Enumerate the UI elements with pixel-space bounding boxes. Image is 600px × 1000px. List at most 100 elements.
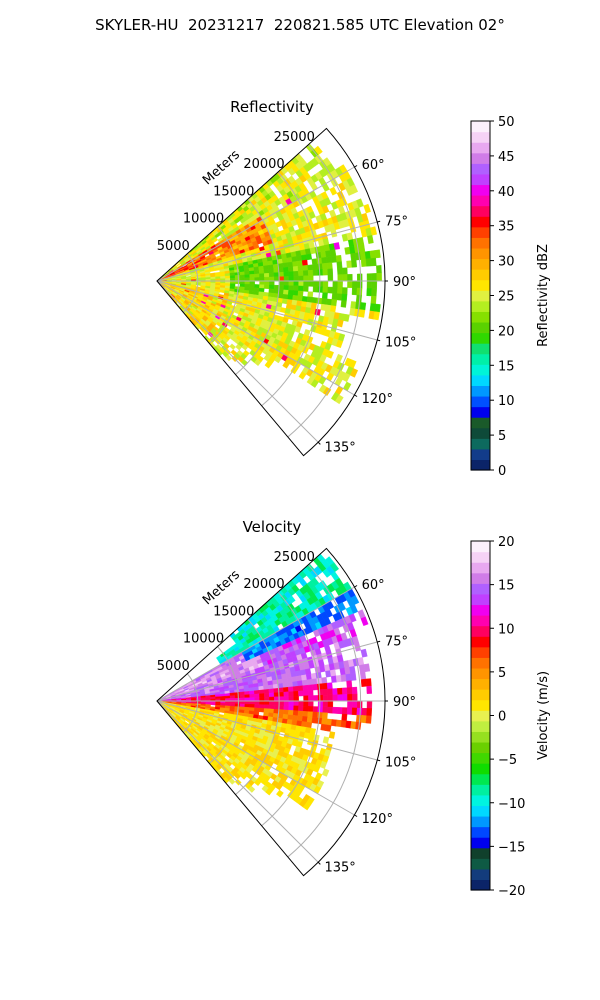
heatmap-cell <box>278 691 285 697</box>
colorbar-segment <box>471 773 490 785</box>
heatmap-cell <box>229 275 236 279</box>
heatmap-cell <box>298 371 307 380</box>
colorbar-tick-label: −20 <box>498 884 525 899</box>
heatmap-cell <box>269 696 275 702</box>
heatmap-cell <box>341 713 348 722</box>
heatmap-cell <box>326 350 334 359</box>
r-gridline <box>182 673 199 733</box>
colorbar-label: Reflectivity dBZ <box>536 244 551 347</box>
heatmap-cell <box>297 680 304 687</box>
heatmap-cell <box>249 277 255 282</box>
heatmap-cell <box>248 785 256 793</box>
colorbar-segment <box>471 364 490 376</box>
colorbar-segment <box>471 237 490 249</box>
heatmap-cell <box>273 700 280 706</box>
heatmap-cell <box>249 697 255 702</box>
r-axis-label: Meters <box>200 147 243 188</box>
heatmap-cell <box>234 272 241 276</box>
heatmap-cell <box>308 695 314 702</box>
heatmap-cell <box>336 293 343 301</box>
heatmap-cell <box>332 286 338 294</box>
heatmap-cell <box>282 682 289 688</box>
heatmap-cell <box>298 280 304 287</box>
colorbar-segment <box>471 163 490 175</box>
r-tick-label: 15000 <box>213 184 254 199</box>
colorbar-tick-label: 20 <box>498 324 515 339</box>
heatmap-cell <box>307 264 314 271</box>
colorbar: 0 5 10 15 20 25 30 35 40 45 50 Reflectivity dBZ <box>470 115 551 479</box>
heatmap-cell <box>332 694 339 702</box>
heatmap-cell <box>351 287 358 296</box>
colorbar-tick-label: −5 <box>498 753 517 768</box>
colorbar-segment <box>471 459 490 471</box>
heatmap-cell <box>312 269 319 276</box>
heatmap-cell <box>263 685 270 691</box>
heatmap-cell <box>259 276 265 282</box>
heatmap-cell <box>287 595 296 604</box>
heatmap-cell <box>307 706 314 713</box>
heatmap-field <box>156 553 373 811</box>
heatmap-cell <box>263 708 270 713</box>
heatmap-cell <box>332 688 338 696</box>
colorbar-segment <box>471 541 490 553</box>
theta-gridline <box>156 221 378 282</box>
colorbar-segment <box>471 826 490 838</box>
colorbar-tick-label: 20 <box>498 535 515 550</box>
theta-tick <box>317 441 321 445</box>
heatmap-cell <box>240 772 248 780</box>
heatmap-cell <box>302 690 309 697</box>
heatmap-cell <box>326 682 333 690</box>
heatmap-cell <box>331 293 338 301</box>
heatmap-cell <box>293 700 299 707</box>
heatmap-cell <box>366 700 373 709</box>
colorbar-segment <box>471 205 490 217</box>
heatmap-cell <box>305 253 313 261</box>
heatmap-cell <box>239 703 246 708</box>
heatmap-cell <box>278 280 285 286</box>
heatmap-cell <box>301 716 308 723</box>
heatmap-cell <box>297 715 304 722</box>
heatmap-cell <box>327 694 334 702</box>
heatmap-cell <box>312 706 319 713</box>
heatmap-cell <box>349 184 359 194</box>
heatmap-cell <box>258 685 265 691</box>
theta-tick <box>354 814 358 817</box>
heatmap-cell <box>337 707 343 715</box>
heatmap-cell <box>373 311 380 321</box>
theta-tick <box>354 394 358 397</box>
panel-title: Velocity <box>243 518 302 536</box>
heatmap-cell <box>287 681 294 688</box>
heatmap-cell <box>219 709 225 714</box>
heatmap-cell <box>352 700 358 709</box>
heatmap-cell <box>278 276 285 282</box>
heatmap-cell <box>330 299 338 307</box>
heatmap-cell <box>249 700 255 705</box>
heatmap-cell <box>258 265 265 271</box>
heatmap-cell <box>335 254 342 263</box>
heatmap-cell <box>259 284 265 289</box>
r-gridline <box>261 591 321 827</box>
heatmap-cell <box>268 272 275 278</box>
heatmap-cell <box>335 674 342 683</box>
heatmap-cell <box>365 258 372 267</box>
colorbar-segment <box>471 625 490 637</box>
heatmap-cell <box>254 273 260 278</box>
heatmap-cell <box>293 275 299 282</box>
heatmap-cell <box>259 700 265 706</box>
sector-frame <box>156 127 386 457</box>
heatmap-cell <box>340 300 347 308</box>
heatmap-cell <box>322 700 329 708</box>
heatmap-cell <box>273 687 280 694</box>
colorbar-segment <box>471 551 490 563</box>
colorbar-tick-label: 35 <box>498 220 515 235</box>
heatmap-cell <box>341 287 348 295</box>
figure-title: SKYLER-HU 20231217 220821.585 UTC Elevat… <box>95 16 505 34</box>
heatmap-cell <box>259 696 265 702</box>
heatmap-cell <box>307 291 314 298</box>
heatmap-cell <box>288 700 295 707</box>
heatmap-cell <box>283 280 290 286</box>
heatmap-cell <box>302 264 309 272</box>
colorbar-segment <box>471 689 490 701</box>
colorbar-segment <box>471 847 490 859</box>
heatmap-cell <box>282 262 289 268</box>
